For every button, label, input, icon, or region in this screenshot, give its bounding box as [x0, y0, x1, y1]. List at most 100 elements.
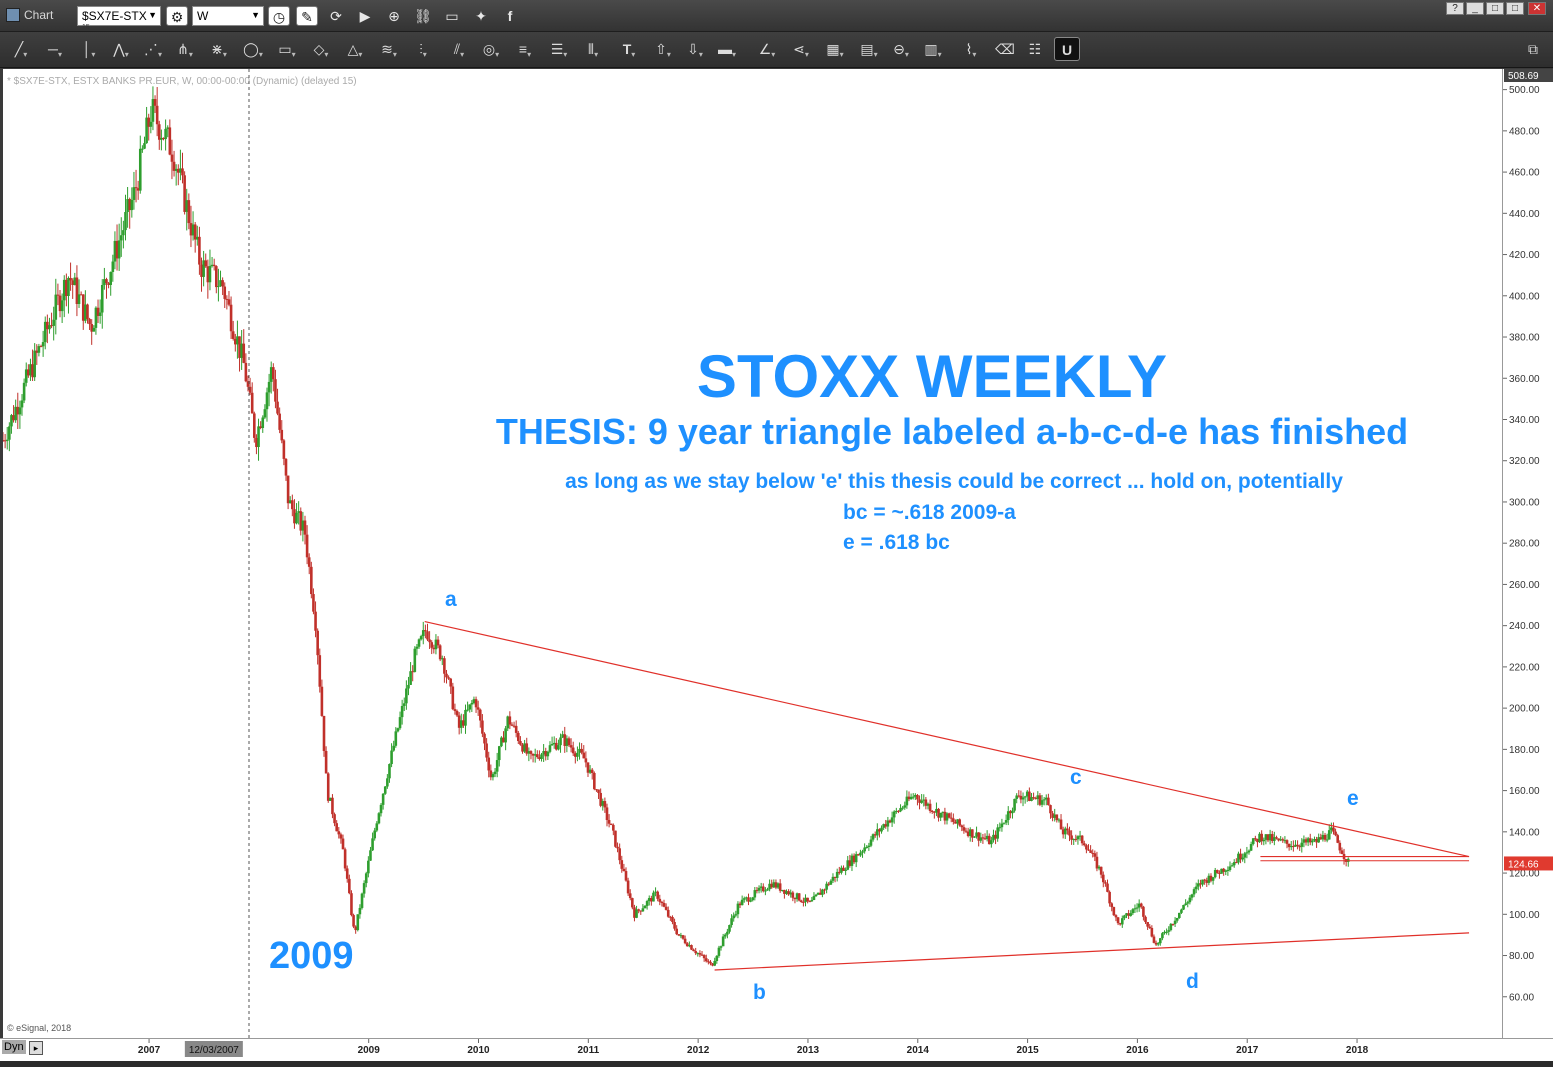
pitchfork-icon[interactable]: ⋔▾ — [177, 41, 193, 59]
candle-body-164 — [348, 878, 351, 894]
circles-icon[interactable]: ◎▾ — [482, 41, 500, 59]
candle-body-403 — [852, 855, 856, 863]
restore-button[interactable]: □ — [1506, 2, 1524, 15]
zigzag-icon[interactable]: ⌇▾ — [965, 41, 977, 59]
candle-body-585 — [1237, 853, 1240, 863]
close-button[interactable]: ✕ — [1528, 2, 1546, 15]
candle-body-469 — [992, 834, 995, 841]
candle-body-579 — [1224, 870, 1228, 872]
time-zones-icon[interactable]: ⦀▾ — [587, 41, 599, 59]
gann-fan-icon[interactable]: ⋇▾ — [211, 41, 227, 59]
refresh-icon[interactable]: ⟳ — [330, 8, 342, 24]
candle-body-242 — [512, 725, 516, 727]
candle-body-299 — [633, 907, 636, 918]
price-tick-label: 160.00 — [1509, 786, 1540, 797]
pti-tool-icon[interactable]: ▥▾ — [924, 41, 942, 59]
candle-body-525 — [1110, 903, 1114, 908]
time-axis[interactable]: 2007 12/03/2007 2009 2010 2011 2012 2013 2014 20… — [0, 1038, 1553, 1061]
candle-body-339 — [717, 947, 721, 956]
cycle-lines-icon[interactable]: ⫶▾ — [419, 41, 427, 59]
time-axis-svg[interactable]: 2007 12/03/2007 2009 2010 2011 2012 2013 2014 20… — [0, 1039, 1553, 1062]
speed-lines-icon[interactable]: ⋖▾ — [793, 41, 809, 59]
mob-tool-icon[interactable]: ▤▾ — [860, 41, 878, 59]
vertical-line-icon[interactable]: │▾ — [82, 41, 96, 59]
parallel-lines-icon[interactable]: ⫽▾ — [453, 41, 465, 59]
price-chart-svg[interactable]: * $SX7E-STX, ESTX BANKS PR.EUR, W, 00:00… — [1, 69, 1502, 1038]
clock-icon[interactable]: ◷ — [268, 6, 290, 26]
candle-body-267 — [565, 738, 569, 746]
candle-body-349 — [738, 903, 742, 906]
candle-body-518 — [1095, 856, 1099, 869]
candle-body-619 — [1308, 838, 1312, 843]
title-bar: Chart $SX7E-STX 15 ▼ ⚙ W ▼ ◷ ✎ ⟳ ▶ ⊕ ⛓ ▭… — [0, 0, 1553, 32]
gear-icon[interactable]: ⚙ — [166, 6, 188, 26]
candle-body-355 — [751, 897, 755, 901]
candle-body-146 — [310, 566, 313, 595]
chevron-down-icon[interactable]: ▼ — [148, 10, 157, 20]
rectangle-icon[interactable]: ▭▾ — [278, 41, 296, 59]
horizontal-line-icon[interactable]: ─▾ — [48, 41, 62, 59]
ellipse-icon[interactable]: ◯▾ — [243, 41, 263, 59]
link-icon[interactable]: ⛓ — [414, 8, 432, 24]
zoom-icon[interactable]: ⊕ — [388, 8, 400, 24]
highlight-icon[interactable]: ▬▾ — [717, 41, 736, 59]
candle-body-227 — [481, 720, 484, 734]
candle-body-56 — [119, 235, 123, 241]
text-tool-icon[interactable]: T▾ — [622, 41, 636, 59]
twitter-icon[interactable]: ✦ — [475, 8, 487, 24]
candle-body-500 — [1057, 819, 1061, 821]
minimize-button[interactable]: _ — [1466, 2, 1484, 15]
properties-icon[interactable]: ☷ — [1028, 41, 1042, 57]
trendline-lower[interactable] — [714, 932, 1470, 971]
candle-body-625 — [1321, 834, 1325, 840]
candle-body-301 — [637, 909, 640, 911]
arrow-up-icon[interactable]: ⇧▾ — [655, 41, 671, 59]
candle-body-401 — [848, 860, 852, 866]
candle-body-444 — [939, 812, 942, 818]
candle-body-445 — [941, 811, 945, 813]
comment-icon[interactable]: ▭ — [445, 8, 459, 24]
pencil-icon[interactable]: ✎ — [296, 6, 318, 26]
oval-tool-icon[interactable]: ⊖▾ — [893, 41, 909, 59]
candle-body-152 — [322, 715, 326, 751]
candle-body-54 — [115, 240, 119, 259]
maximize-button[interactable]: □ — [1486, 2, 1504, 15]
wave-tool-icon[interactable]: ⋀▾ — [113, 41, 129, 59]
channel-icon[interactable]: ≋▾ — [381, 41, 397, 59]
line-tool-icon[interactable]: ╱▾ — [14, 41, 28, 59]
price-axis-svg[interactable]: 60.00 80.00 100.00 120.00 140.00 160.00 180.00… — [1503, 69, 1553, 1038]
toolbar-toggle-icon[interactable]: ⧉ — [1528, 41, 1538, 57]
price-tick-label: 80.00 — [1509, 951, 1534, 962]
arrow-down-icon[interactable]: ⇩▾ — [687, 41, 703, 59]
eraser-icon[interactable]: ⌫ — [995, 41, 1015, 57]
interval-select[interactable]: W ▼ — [192, 6, 264, 26]
candle-body-42 — [90, 324, 93, 332]
diamond-icon[interactable]: ◇▾ — [313, 41, 329, 59]
play-icon[interactable]: ▶ — [359, 8, 371, 24]
price-tick-label: 420.00 — [1509, 250, 1540, 261]
candle-body-350 — [740, 899, 744, 906]
fibonacci-icon[interactable]: ≡▾ — [518, 41, 532, 59]
chart-canvas[interactable]: * $SX7E-STX, ESTX BANKS PR.EUR, W, 00:00… — [1, 69, 1502, 1038]
facebook-icon[interactable]: f — [507, 8, 513, 24]
symbol-input[interactable]: $SX7E-STX 15 ▼ — [77, 6, 161, 31]
grid-tool-icon[interactable]: ▦▾ — [826, 41, 844, 59]
chevron-down-icon[interactable]: ▼ — [251, 10, 260, 20]
trendline-upper[interactable] — [424, 620, 1470, 858]
retracement-icon[interactable]: ☰▾ — [550, 41, 568, 59]
triangle-icon[interactable]: △▾ — [347, 41, 363, 59]
candle-body-168 — [356, 914, 360, 931]
candle-body-185 — [392, 745, 395, 751]
candle-body-463 — [979, 837, 983, 841]
candle-body-145 — [307, 557, 311, 567]
candle-body-59 — [126, 199, 129, 213]
dynamic-mode-label[interactable]: Dyn — [2, 1040, 26, 1054]
candle-body-7 — [16, 406, 20, 415]
price-axis[interactable]: 60.00 80.00 100.00 120.00 140.00 160.00 180.00… — [1502, 69, 1553, 1038]
help-button[interactable]: ? — [1446, 2, 1464, 15]
fan-tool-icon[interactable]: ⋰▾ — [143, 41, 162, 59]
candle-body-45 — [96, 307, 100, 316]
scroll-toggle-icon[interactable]: ▸ — [29, 1041, 43, 1055]
angle-icon[interactable]: ∠▾ — [758, 41, 776, 59]
magnet-icon[interactable]: U — [1054, 37, 1080, 61]
